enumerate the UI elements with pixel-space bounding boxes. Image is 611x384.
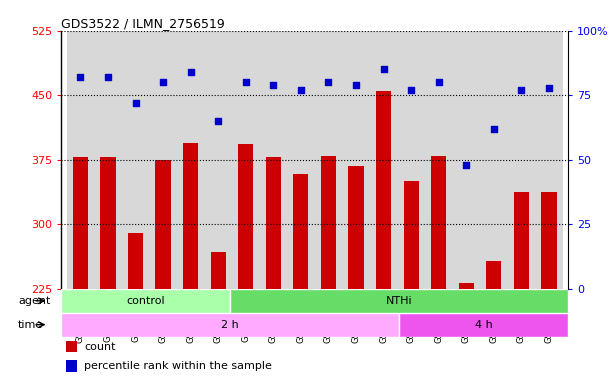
Point [158, 79, 168, 85]
Point [406, 87, 416, 93]
Bar [321, 156, 336, 289]
Point [516, 87, 526, 93]
Bar [376, 91, 391, 289]
Bar [238, 144, 254, 289]
Bar [403, 181, 419, 289]
Bar [100, 157, 115, 289]
Bar [260, 31, 287, 289]
Bar [287, 31, 315, 289]
Bar [73, 157, 88, 289]
Text: GDS3522 / ILMN_2756519: GDS3522 / ILMN_2756519 [61, 17, 225, 30]
Bar [155, 160, 170, 289]
Point [379, 66, 389, 73]
Bar [425, 31, 453, 289]
Bar [315, 31, 342, 289]
Point [434, 79, 444, 85]
Bar [397, 31, 425, 289]
Bar [183, 142, 198, 289]
Bar [293, 174, 309, 289]
Bar [66, 361, 78, 372]
Bar [342, 31, 370, 289]
Bar [399, 313, 568, 337]
Point [268, 82, 278, 88]
Text: count: count [84, 341, 115, 351]
Bar [230, 289, 568, 313]
Bar [67, 31, 94, 289]
Point [76, 74, 86, 80]
Point [103, 74, 113, 80]
Text: time: time [18, 319, 43, 330]
Bar [370, 31, 397, 289]
Point [351, 82, 361, 88]
Bar [541, 192, 557, 289]
Bar [211, 252, 226, 289]
Text: 4 h: 4 h [475, 319, 492, 330]
Bar [266, 157, 281, 289]
Bar [508, 31, 535, 289]
Text: 2 h: 2 h [221, 319, 239, 330]
Point [241, 79, 251, 85]
Point [544, 84, 554, 91]
Text: control: control [126, 296, 165, 306]
Bar [94, 31, 122, 289]
Bar [128, 233, 143, 289]
Bar [348, 166, 364, 289]
Bar [177, 31, 205, 289]
Bar [453, 31, 480, 289]
Point [186, 69, 196, 75]
Bar [205, 31, 232, 289]
Text: agent: agent [18, 296, 50, 306]
Bar [514, 192, 529, 289]
Bar [459, 283, 474, 289]
Bar [431, 156, 446, 289]
Point [489, 126, 499, 132]
Text: NTHi: NTHi [386, 296, 412, 306]
Bar [61, 289, 230, 313]
Point [324, 79, 334, 85]
Text: percentile rank within the sample: percentile rank within the sample [84, 361, 272, 371]
Bar [480, 31, 508, 289]
Point [296, 87, 306, 93]
Bar [122, 31, 149, 289]
Bar [232, 31, 260, 289]
Bar [149, 31, 177, 289]
Point [213, 118, 223, 124]
Bar [61, 313, 399, 337]
Bar [66, 341, 78, 353]
Bar [535, 31, 563, 289]
Bar [486, 260, 502, 289]
Point [131, 100, 141, 106]
Point [461, 162, 471, 168]
